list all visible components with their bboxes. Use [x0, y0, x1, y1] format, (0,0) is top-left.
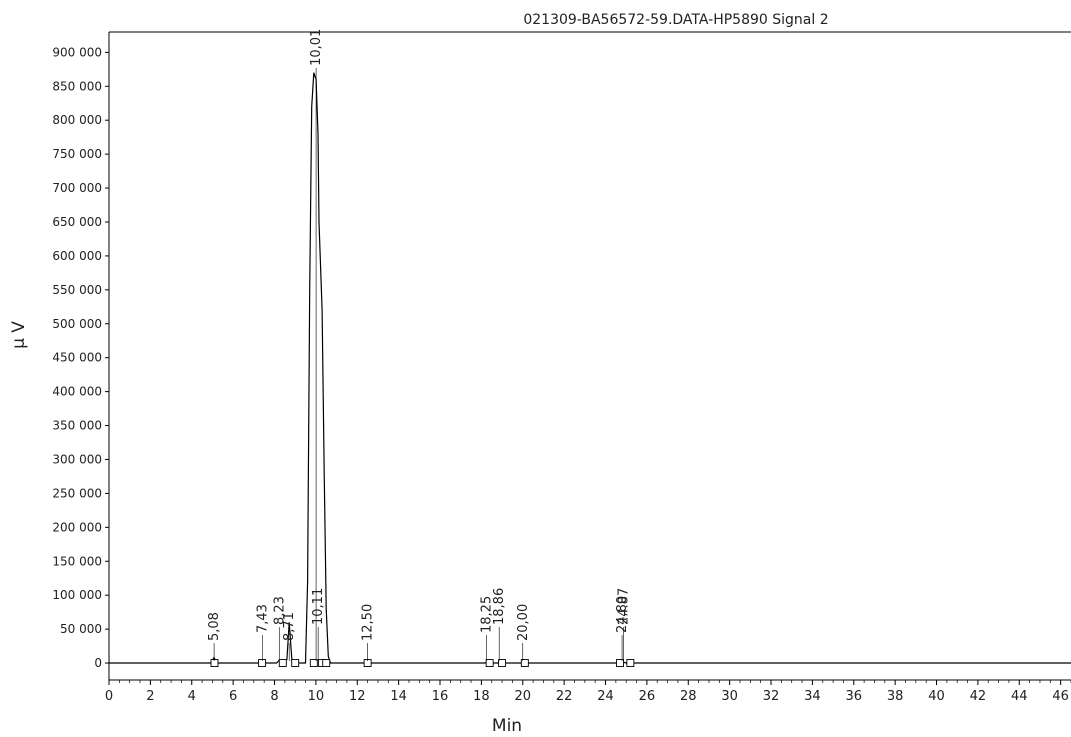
x-tick-label: 8 [270, 689, 278, 704]
y-tick-label: 100 000 [52, 588, 102, 602]
peak-label: 20,00 [516, 604, 531, 641]
y-tick-label: 900 000 [52, 45, 102, 59]
y-axis-label: µ V [9, 321, 29, 349]
y-axis-ticks: 0 50 000 100 000 150 000 200 000 250 000 300 0… [52, 45, 109, 670]
peak-label: 8,71 [282, 612, 297, 641]
y-tick-label: 350 000 [52, 419, 102, 433]
y-tick-label: 150 000 [52, 554, 102, 568]
baseline-marker [322, 659, 331, 667]
x-tick-label: 26 [639, 689, 656, 704]
baseline-marker [485, 659, 494, 667]
y-tick-label: 700 000 [52, 181, 102, 195]
x-tick-label: 24 [597, 689, 614, 704]
peak-label: 10,01 [309, 29, 324, 66]
baseline-marker [520, 659, 529, 667]
x-tick-label: 38 [887, 689, 904, 704]
x-tick-label: 40 [928, 689, 945, 704]
y-tick-label: 500 000 [52, 317, 102, 331]
y-tick-label: 250 000 [52, 486, 102, 500]
y-tick-label: 550 000 [52, 283, 102, 297]
baseline-marker [291, 659, 300, 667]
y-tick-label: 650 000 [52, 215, 102, 229]
baseline-marker [258, 659, 267, 667]
y-tick-label: 50 000 [60, 622, 102, 636]
y-tick-label: 400 000 [52, 385, 102, 399]
x-tick-label: 10 [308, 689, 325, 704]
x-tick-label: 0 [105, 689, 113, 704]
y-tick-label: 750 000 [52, 147, 102, 161]
y-tick-label: 200 000 [52, 520, 102, 534]
axes [108, 31, 1071, 681]
x-tick-label: 30 [721, 689, 738, 704]
baseline-marker [210, 659, 219, 667]
x-tick-label: 20 [514, 689, 531, 704]
baseline-marker [498, 659, 507, 667]
y-tick-label: 0 [94, 656, 102, 670]
x-tick-label: 42 [970, 689, 987, 704]
peak-label: 18,86 [492, 588, 507, 625]
x-tick-label: 18 [473, 689, 490, 704]
peak-label: 10,11 [311, 588, 326, 625]
peak-label: 24.87 [617, 588, 632, 625]
x-tick-label: 12 [349, 689, 366, 704]
peak-labels: 5,08 7,43 8,238,71 10,01 10,11 12,50 18,2518,8… [207, 29, 632, 662]
x-tick-label: 34 [804, 689, 821, 704]
y-tick-label: 300 000 [52, 452, 102, 466]
peak-label: 24,80 [615, 596, 630, 633]
x-tick-label: 32 [763, 689, 780, 704]
x-tick-label: 36 [846, 689, 863, 704]
y-tick-label: 450 000 [52, 351, 102, 365]
x-tick-label: 22 [556, 689, 573, 704]
plot-area [109, 72, 1071, 667]
peak-label: 18,25 [480, 596, 495, 633]
x-tick-label: 16 [432, 689, 449, 704]
signal-trace [109, 72, 1071, 664]
baseline-marker [626, 659, 635, 667]
baseline-marker [278, 659, 287, 667]
baseline-marker [616, 659, 624, 667]
x-axis-ticks: 0 2 4 6 8 10 12 14 16 18 20 22 24 26 28 30 32 34 36 38 40 42 4… [105, 680, 1071, 704]
x-tick-label: 46 [1052, 689, 1069, 704]
x-tick-label: 28 [680, 689, 697, 704]
chart-title: 021309-BA56572-59.DATA-HP5890 Signal 2 [523, 12, 828, 28]
x-axis-label: Min [492, 716, 522, 736]
x-tick-label: 6 [229, 689, 237, 704]
x-tick-label: 44 [1011, 689, 1028, 704]
x-tick-label: 4 [188, 689, 196, 704]
y-tick-label: 800 000 [52, 113, 102, 127]
x-tick-label: 2 [146, 689, 154, 704]
y-tick-label: 600 000 [52, 249, 102, 263]
peak-label: 7,43 [256, 604, 271, 633]
x-tick-label: 14 [390, 689, 407, 704]
y-tick-label: 850 000 [52, 79, 102, 93]
peak-label: 8,23 [272, 596, 287, 625]
peak-label: 5,08 [207, 612, 222, 641]
baseline-marker [309, 659, 318, 667]
peak-label: 12,50 [361, 604, 376, 641]
